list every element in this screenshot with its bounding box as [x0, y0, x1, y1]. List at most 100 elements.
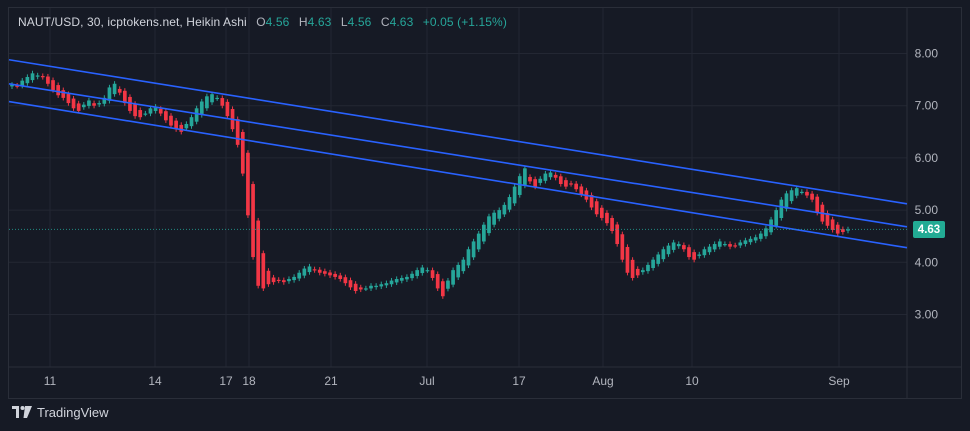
- x-tick-label: Sep: [828, 374, 850, 388]
- candle-body: [307, 266, 312, 273]
- candle-body: [733, 245, 738, 247]
- legend-symbol[interactable]: NAUT/USD, 30, icptokens.net, Heikin Ashi: [18, 15, 247, 29]
- candle-body: [743, 240, 748, 244]
- candle-body: [553, 174, 558, 178]
- candle-body: [292, 276, 296, 281]
- candle-body: [40, 76, 45, 78]
- candle-body: [676, 244, 681, 247]
- candle-body: [641, 270, 645, 273]
- candle-body: [548, 172, 553, 178]
- candle-body: [512, 186, 517, 204]
- channel-line-lower: [8, 100, 908, 249]
- candle-body: [482, 224, 486, 242]
- candle-body: [620, 234, 625, 260]
- candle-body: [261, 253, 266, 289]
- plot-area[interactable]: [8, 7, 962, 399]
- candle-body: [502, 204, 507, 215]
- candle-body: [846, 229, 850, 231]
- candle-body: [153, 106, 158, 111]
- candle-body: [779, 199, 784, 218]
- candle-body: [240, 131, 245, 174]
- candle-body: [461, 259, 466, 272]
- x-tick-label: 10: [685, 374, 699, 388]
- candle-body: [246, 152, 250, 216]
- candle-body: [697, 254, 702, 256]
- candle-body: [456, 264, 461, 278]
- candle-body: [87, 100, 91, 106]
- candle-body: [446, 280, 450, 289]
- legend-open-label: O: [256, 15, 266, 29]
- candle-body: [102, 97, 107, 104]
- candle-body: [179, 124, 184, 132]
- x-tick-label: 17: [512, 374, 526, 388]
- candle-body: [364, 288, 368, 290]
- candle-body: [682, 245, 686, 250]
- candle-body: [625, 246, 630, 273]
- tradingview-brand[interactable]: TradingView: [12, 403, 109, 421]
- candle-body: [148, 108, 153, 114]
- candle-body: [758, 233, 763, 239]
- candle-body: [133, 103, 137, 117]
- candle-body: [158, 108, 163, 114]
- candle-body: [25, 76, 30, 84]
- candle-body: [799, 191, 804, 194]
- candle-body: [687, 247, 691, 258]
- candle-body: [174, 120, 178, 130]
- candle-body: [343, 277, 348, 284]
- legend-low-label: L: [340, 15, 348, 29]
- candle-body: [297, 272, 302, 279]
- candle-body: [138, 110, 143, 118]
- candle-body: [815, 196, 820, 213]
- candle-body: [199, 101, 204, 115]
- x-tick-label: Jul: [419, 374, 434, 388]
- candle-body: [451, 270, 455, 285]
- y-tick-label: 4.00: [915, 255, 939, 269]
- candle-body: [51, 80, 55, 91]
- candle-body: [97, 103, 102, 105]
- candle-body: [630, 259, 635, 278]
- candle-body: [399, 277, 404, 281]
- candle-body: [635, 268, 640, 276]
- candle-body: [656, 254, 661, 264]
- candle-body: [738, 242, 743, 246]
- candle-body: [128, 96, 132, 111]
- candle-body: [440, 281, 445, 297]
- candle-body: [599, 207, 604, 218]
- candle-body: [358, 287, 363, 290]
- candle-body: [605, 212, 609, 224]
- candle-body: [122, 90, 127, 104]
- candle-body: [615, 224, 620, 245]
- candle-body: [143, 113, 148, 115]
- candle-body: [476, 233, 481, 250]
- candle-body: [61, 90, 66, 98]
- x-tick-label: 14: [148, 374, 162, 388]
- candle-body: [394, 279, 399, 283]
- candle-body: [287, 279, 291, 282]
- candle-body: [825, 213, 830, 226]
- legend-open-value: 4.56: [265, 15, 290, 29]
- candle-body: [353, 283, 358, 292]
- candle-body: [164, 111, 168, 121]
- candle-body: [497, 210, 502, 219]
- legend-high-value: 4.63: [307, 15, 332, 29]
- candle-body: [810, 193, 814, 200]
- candle-body: [194, 108, 199, 122]
- candle-body: [671, 242, 676, 250]
- candle-body: [728, 244, 732, 247]
- legend-low-value: 4.56: [347, 15, 372, 29]
- candle-body: [661, 249, 666, 260]
- candle-body: [789, 190, 794, 202]
- candle-body: [256, 220, 261, 286]
- candle-body: [805, 191, 809, 196]
- candle-body: [830, 219, 835, 230]
- candle-body: [471, 241, 476, 258]
- candle-body: [594, 201, 599, 215]
- candle-body: [712, 244, 717, 250]
- candle-body: [528, 176, 532, 182]
- candle-body: [266, 270, 271, 285]
- candle-body: [30, 73, 35, 81]
- candle-body: [235, 119, 240, 145]
- candle-body: [276, 279, 281, 282]
- candle-body: [579, 186, 584, 195]
